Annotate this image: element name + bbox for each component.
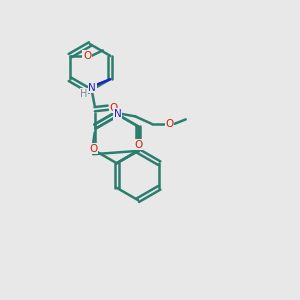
Text: O: O — [83, 51, 91, 61]
Text: O: O — [109, 103, 117, 113]
Text: O: O — [89, 144, 97, 154]
Text: O: O — [134, 140, 142, 150]
Text: O: O — [165, 119, 173, 129]
Text: N: N — [88, 82, 96, 93]
Text: H: H — [80, 88, 88, 99]
Text: N: N — [114, 109, 122, 119]
